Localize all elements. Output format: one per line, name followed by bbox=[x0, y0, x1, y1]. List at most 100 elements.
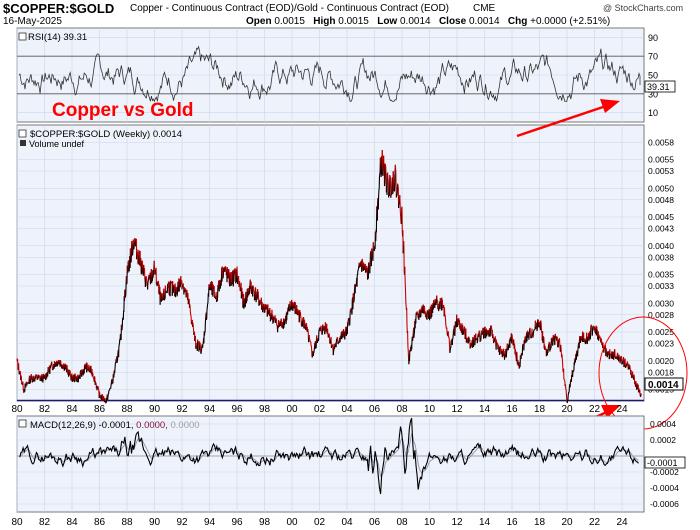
price-segment bbox=[303, 319, 306, 329]
price-title-icon bbox=[18, 129, 27, 138]
price-tick-0.0053: 0.0053 bbox=[648, 166, 674, 176]
price-tick-0.0018: 0.0018 bbox=[648, 367, 674, 377]
x-tick-06: 06 bbox=[369, 404, 381, 415]
x-tick-84: 84 bbox=[66, 404, 78, 415]
price-segment bbox=[394, 164, 397, 198]
symbol-description: Copper - Continuous Contract (EOD)/Gold … bbox=[130, 3, 450, 14]
x-tick-96: 96 bbox=[231, 517, 243, 528]
x-tick-14: 14 bbox=[479, 517, 491, 528]
price-segment bbox=[113, 358, 117, 374]
price-tick-0.0033: 0.0033 bbox=[648, 281, 674, 291]
price-segment bbox=[441, 299, 444, 308]
rsi-last-label: 39.31 bbox=[647, 82, 670, 92]
macd-title-icon bbox=[18, 419, 27, 428]
price-segment bbox=[454, 321, 456, 336]
rsi-last-box bbox=[644, 80, 676, 93]
date-label: 16-May-2025 bbox=[3, 16, 62, 27]
price-segment bbox=[121, 317, 124, 331]
price-tick-0.0030: 0.0030 bbox=[648, 298, 674, 308]
price-last-box bbox=[644, 377, 684, 391]
price-segment bbox=[199, 342, 202, 354]
x-axis-bottom: 80 82 84 86 88 90 92 94 96 98 00 02 04 06 08 10 12 14 16 18… bbox=[11, 517, 628, 528]
x-tick-98: 98 bbox=[259, 404, 271, 415]
price-tick-0.0038: 0.0038 bbox=[648, 252, 674, 262]
x-tick-94: 94 bbox=[204, 517, 216, 528]
price-tick-0.0023: 0.0023 bbox=[648, 339, 674, 349]
price-segment bbox=[189, 304, 193, 325]
volume-label: Volume undef bbox=[29, 139, 85, 149]
macd-tick--0.0006: -0.0006 bbox=[650, 499, 679, 509]
price-segment bbox=[447, 331, 451, 353]
x-axis-middle: 80 82 84 86 88 90 92 94 96 98 00 02 04 06 08 10 12 14 16 18… bbox=[11, 404, 628, 415]
rsi-title-icon bbox=[18, 32, 27, 41]
price-segment bbox=[383, 163, 386, 187]
price-segment bbox=[131, 241, 133, 256]
rsi-tick-90: 90 bbox=[648, 33, 658, 43]
x-tick-20: 20 bbox=[561, 517, 573, 528]
watermark: @ StockCharts.com bbox=[603, 3, 684, 13]
price-segment bbox=[384, 163, 387, 193]
macd-last-box bbox=[644, 456, 686, 469]
macd-tick--0.0004: -0.0004 bbox=[650, 483, 679, 493]
x-tick-88: 88 bbox=[121, 517, 133, 528]
x-tick-00: 00 bbox=[286, 404, 298, 415]
price-segment bbox=[404, 266, 407, 310]
x-tick-84: 84 bbox=[66, 517, 78, 528]
price-segment bbox=[540, 320, 543, 333]
x-tick-08: 08 bbox=[396, 517, 408, 528]
price-tick-0.0050: 0.0050 bbox=[648, 183, 674, 193]
macd-title: MACD(12,26,9) -0.0001, 0.0000, 0.0000 bbox=[30, 420, 200, 431]
x-tick-00: 00 bbox=[286, 517, 298, 528]
x-tick-18: 18 bbox=[534, 517, 546, 528]
rsi-grid bbox=[16, 28, 644, 122]
price-segment bbox=[176, 281, 179, 297]
x-tick-02: 02 bbox=[314, 517, 326, 528]
x-tick-24: 24 bbox=[616, 404, 628, 415]
x-tick-22: 22 bbox=[589, 517, 601, 528]
x-tick-80: 80 bbox=[11, 517, 23, 528]
rsi-tick-50: 50 bbox=[648, 71, 658, 81]
x-tick-04: 04 bbox=[341, 404, 353, 415]
price-segment bbox=[20, 375, 23, 385]
x-tick-12: 12 bbox=[451, 404, 463, 415]
macd-grid bbox=[16, 416, 644, 512]
x-tick-02: 02 bbox=[314, 404, 326, 415]
x-tick-04: 04 bbox=[341, 517, 353, 528]
macd-tick-0.0002: 0.0002 bbox=[650, 435, 676, 445]
price-tick-0.0045: 0.0045 bbox=[648, 212, 674, 222]
rsi-tick-10: 10 bbox=[648, 108, 658, 118]
x-tick-10: 10 bbox=[424, 404, 436, 415]
x-tick-12: 12 bbox=[451, 517, 463, 528]
x-tick-90: 90 bbox=[149, 517, 161, 528]
x-tick-86: 86 bbox=[94, 517, 106, 528]
rsi-line bbox=[18, 45, 641, 103]
chart-header: $COPPER:$GOLD Copper - Continuous Contra… bbox=[0, 0, 700, 28]
price-segment bbox=[200, 344, 203, 355]
price-segment bbox=[299, 312, 302, 326]
volume-icon bbox=[20, 140, 26, 146]
macd-tick-0.0004: 0.0004 bbox=[650, 419, 676, 429]
price-segment bbox=[131, 239, 134, 256]
price-tick-0.0058: 0.0058 bbox=[648, 137, 674, 147]
x-tick-14: 14 bbox=[479, 404, 491, 415]
price-segment bbox=[348, 309, 351, 326]
rsi-panel: 90 70 50 30 10 RSI(14) 39.31 39.31 bbox=[16, 27, 676, 123]
x-tick-10: 10 bbox=[424, 517, 436, 528]
price-segment bbox=[26, 382, 28, 386]
x-tick-22: 22 bbox=[589, 404, 601, 415]
rsi-y-axis: 90 70 50 30 10 bbox=[648, 33, 658, 118]
price-segment bbox=[335, 338, 338, 348]
price-segment bbox=[524, 336, 527, 344]
macd-tick--0.0002: -0.0002 bbox=[650, 467, 679, 477]
price-segment bbox=[86, 362, 89, 371]
price-segment bbox=[516, 351, 518, 365]
price-segment bbox=[529, 327, 532, 339]
price-segment bbox=[145, 275, 148, 286]
price-segment bbox=[383, 155, 386, 187]
x-tick-92: 92 bbox=[176, 517, 188, 528]
price-segment bbox=[61, 364, 63, 369]
macd-panel: 0.0004 0.0002 -0.0002 -0.0004 -0.0006 MACD(1… bbox=[16, 415, 686, 513]
